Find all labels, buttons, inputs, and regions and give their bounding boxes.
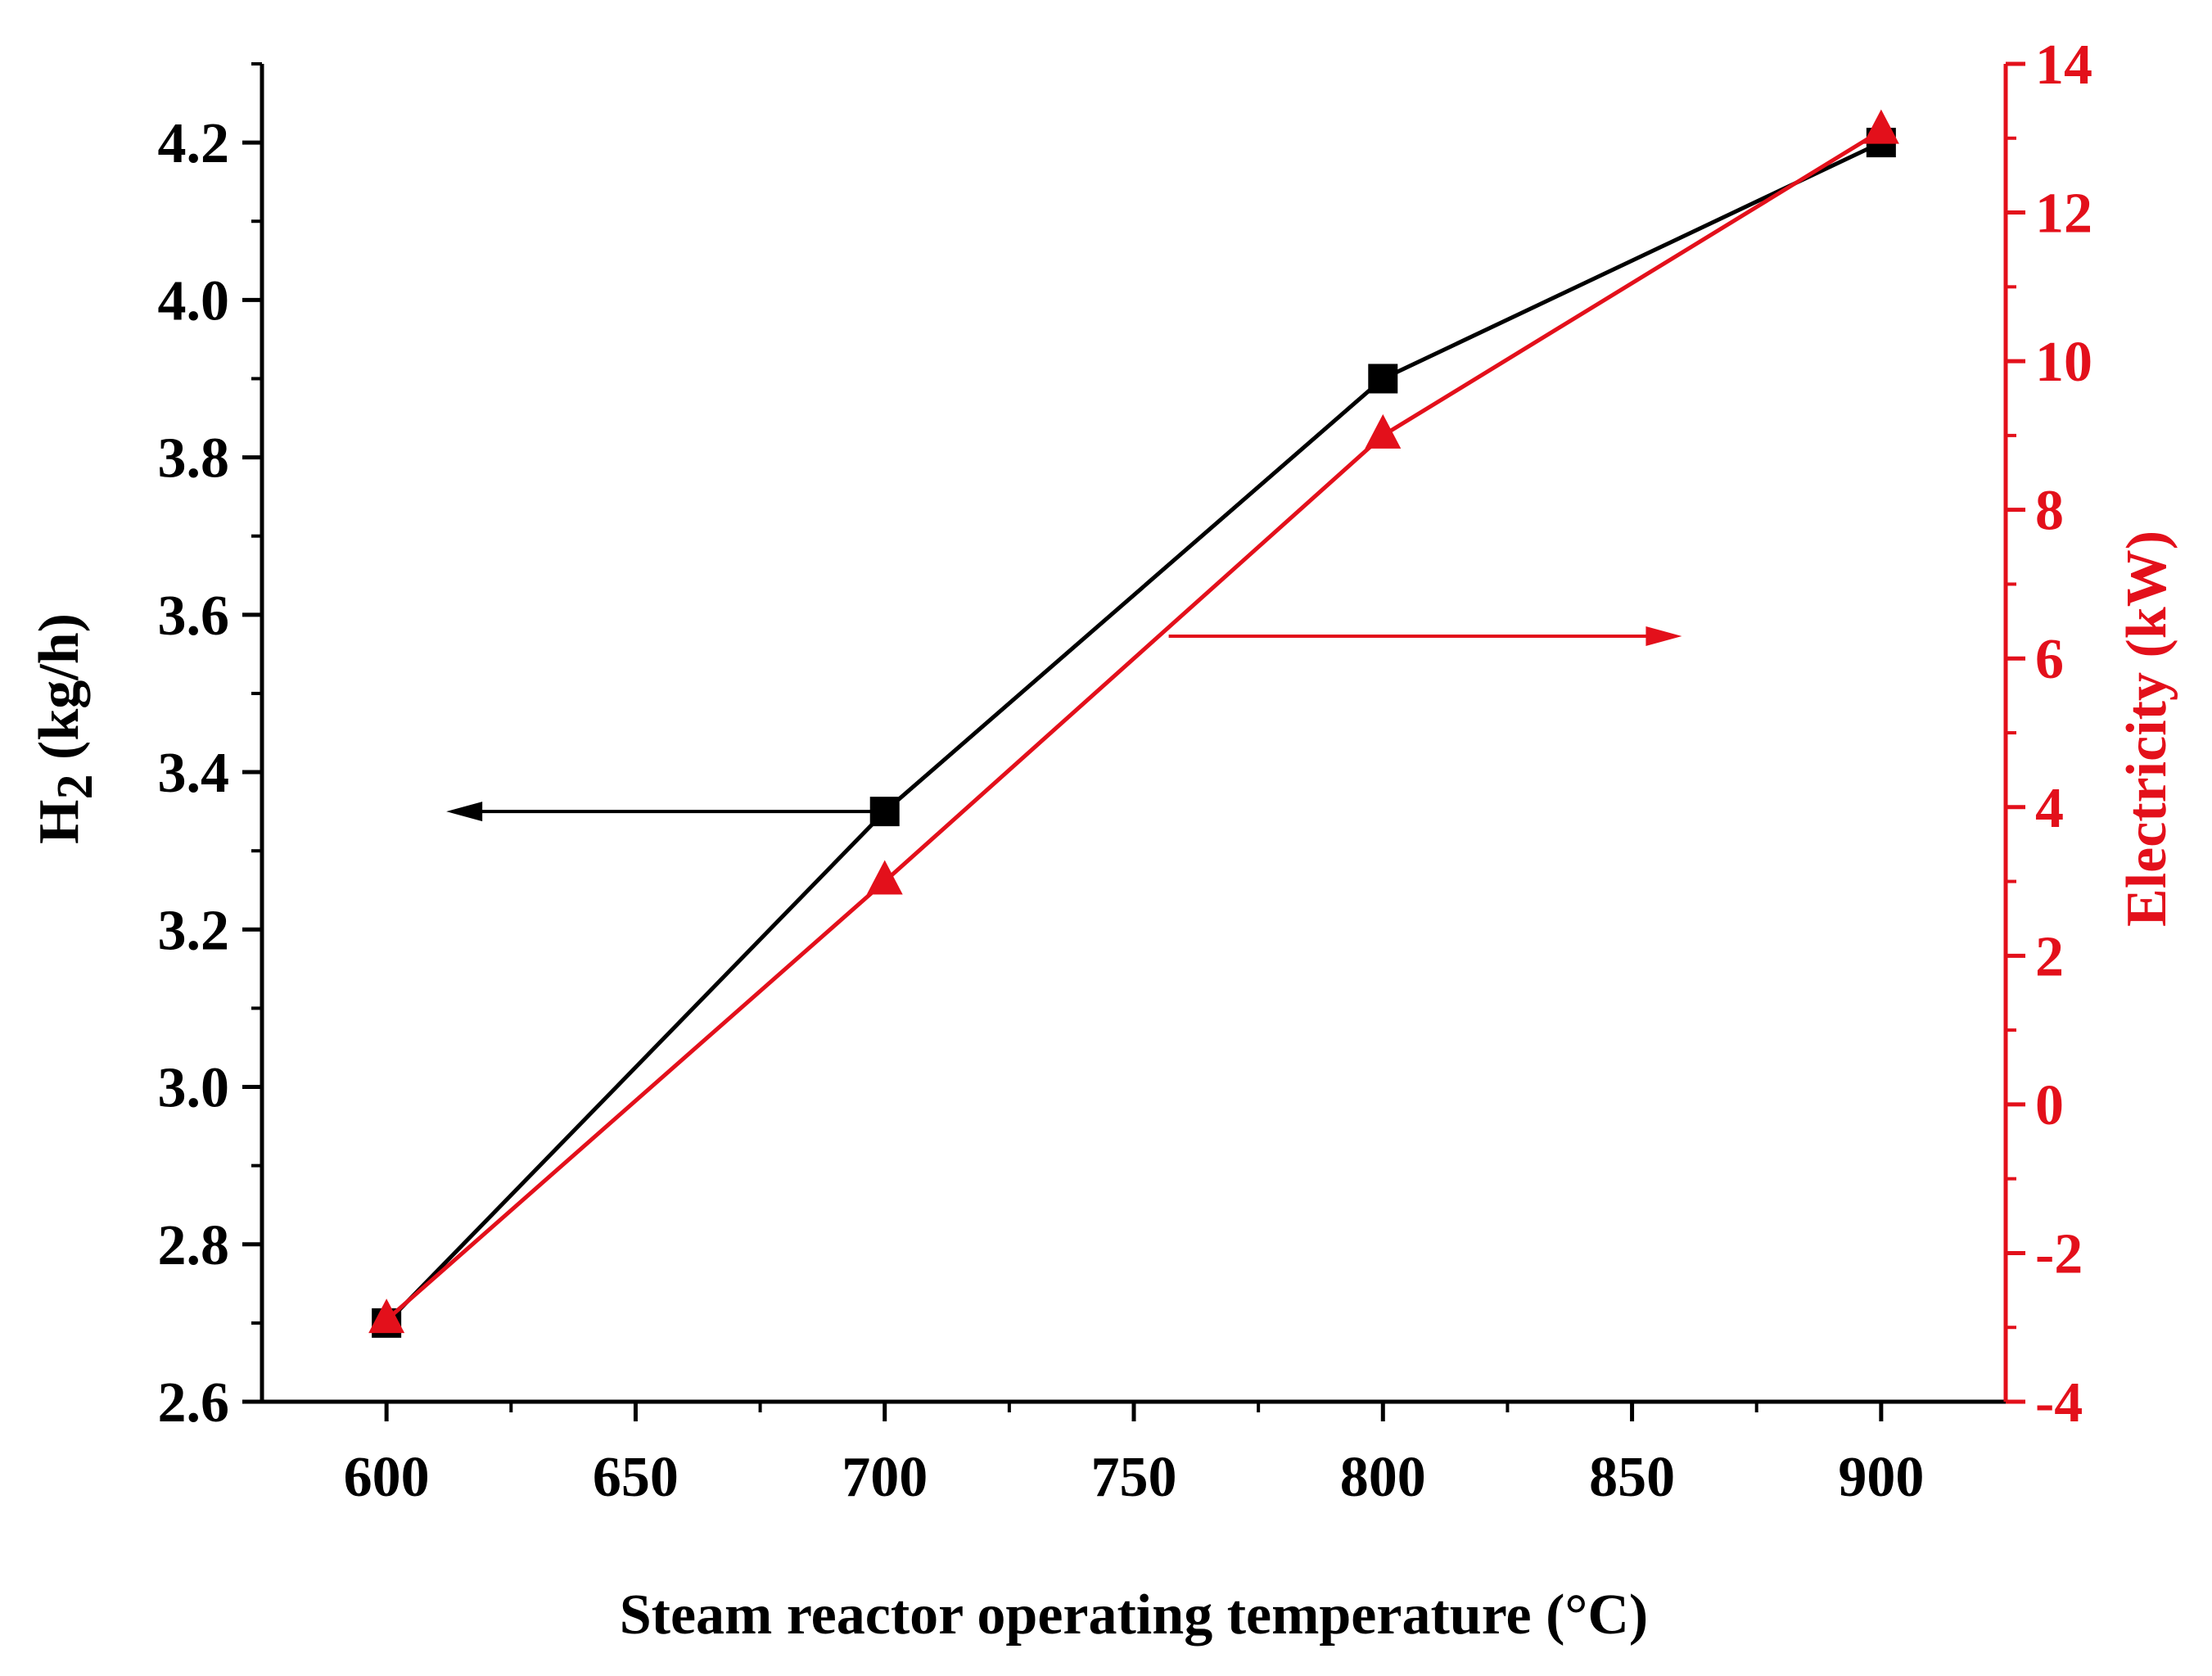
electricity-point	[368, 1299, 405, 1334]
h2-series-line	[385, 140, 1882, 1325]
x-tick-label: 600	[344, 1446, 430, 1509]
right-y-axis: -4 -2 0 2 4 6 8 10 12 14	[2006, 34, 2092, 1434]
left-arrow-head	[446, 802, 483, 822]
left-y-axis-title-subscript: 2	[47, 774, 103, 799]
left-y-axis-title: H2 (kg/h)	[28, 613, 103, 844]
left-y-axis-title-unit: (kg/h)	[28, 613, 91, 774]
electricity-point	[1862, 109, 1899, 144]
electricity-point	[866, 860, 903, 895]
right-y-tick-label: 14	[2035, 34, 2092, 97]
x-axis: 600 650 700 750 800 850 900	[344, 1402, 1924, 1509]
right-y-tick-label: 4	[2035, 777, 2064, 840]
x-tick-label: 900	[1838, 1446, 1924, 1509]
left-y-tick-label: 3.4	[158, 742, 230, 805]
right-y-tick-label: -4	[2035, 1371, 2083, 1434]
left-y-tick-label: 4.0	[158, 269, 230, 332]
x-tick-label: 700	[842, 1446, 928, 1509]
left-y-tick-label: 4.2	[158, 112, 230, 175]
left-y-tick-label: 2.6	[158, 1371, 230, 1434]
left-y-tick-label: 2.8	[158, 1214, 230, 1277]
electricity-point	[1365, 413, 1402, 449]
annotations	[446, 626, 1682, 822]
right-y-tick-label: -2	[2035, 1222, 2083, 1285]
series-layer	[368, 109, 1899, 1338]
right-y-tick-label: 12	[2035, 183, 2092, 246]
left-y-tick-label: 3.2	[158, 899, 230, 962]
right-y-tick-label: 6	[2035, 628, 2064, 691]
right-arrow-head	[1645, 626, 1682, 646]
right-y-tick-label: 2	[2035, 925, 2064, 988]
left-y-tick-label: 3.6	[158, 585, 230, 648]
x-tick-label: 650	[593, 1446, 679, 1509]
left-y-tick-label: 3.8	[158, 427, 230, 490]
x-tick-label: 800	[1340, 1446, 1426, 1509]
electricity-series-line	[385, 129, 1883, 1322]
left-y-axis: 2.6 2.8 3.0 3.2 3.4 3.6 3.8 4.0 4.2	[158, 62, 262, 1434]
left-y-tick-label: 3.0	[158, 1057, 230, 1120]
right-y-tick-label: 10	[2035, 331, 2092, 394]
x-tick-label: 850	[1589, 1446, 1675, 1509]
x-tick-label: 750	[1091, 1446, 1177, 1509]
left-y-axis-title-main: H	[28, 799, 91, 843]
h2-point	[1368, 364, 1398, 394]
right-y-tick-label: 0	[2035, 1074, 2064, 1137]
right-y-axis-title: Electricity (kW)	[2115, 531, 2178, 927]
right-y-tick-label: 8	[2035, 480, 2064, 543]
x-axis-title: Steam reactor operating temperature (°C)	[620, 1583, 1648, 1647]
